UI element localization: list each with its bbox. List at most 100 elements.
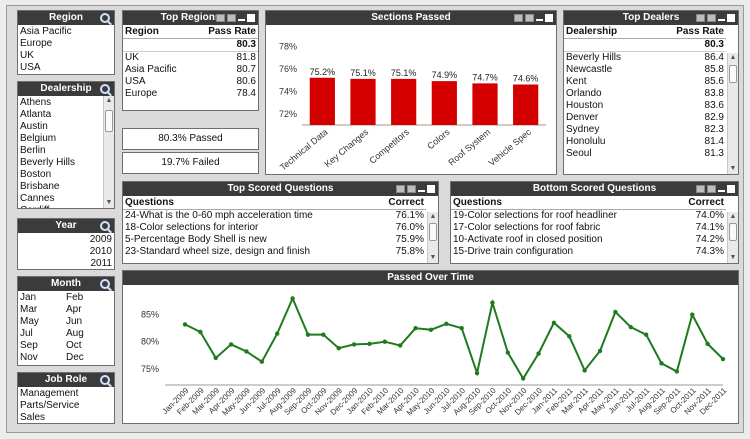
table-row[interactable]: Orlando 83.8: [564, 88, 726, 100]
data-point[interactable]: [536, 351, 541, 356]
list-item-month[interactable]: Oct: [66, 340, 82, 351]
bar[interactable]: [309, 77, 335, 125]
bar[interactable]: [513, 84, 539, 126]
column-header-correct[interactable]: Correct: [673, 196, 726, 210]
data-point[interactable]: [474, 370, 480, 376]
table-row[interactable]: Newcastle 85.8: [564, 64, 726, 76]
data-point[interactable]: [720, 356, 726, 362]
list-item-dealership[interactable]: Austin: [20, 121, 48, 132]
data-point[interactable]: [643, 332, 649, 337]
data-point[interactable]: [659, 361, 664, 366]
print-icon[interactable]: [525, 14, 534, 22]
dealership-scrollbar[interactable]: ▲ ▼: [103, 96, 114, 208]
list-item-year[interactable]: 2009: [89, 234, 112, 245]
bottom-questions-scrollbar[interactable]: ▲ ▼: [727, 212, 738, 263]
export-icon[interactable]: [696, 14, 705, 22]
passed-over-time-line-chart[interactable]: 85%80%75%Jan-2009Feb-2009Mar-2009Apr-200…: [123, 285, 738, 423]
list-item-month[interactable]: Jun: [66, 316, 83, 327]
bar[interactable]: [391, 78, 417, 125]
table-row[interactable]: 23-Standard wheel size, design and finis…: [123, 246, 426, 258]
data-point[interactable]: [705, 341, 710, 347]
print-icon[interactable]: [707, 185, 716, 193]
list-item-year[interactable]: 2010: [89, 246, 112, 257]
search-icon[interactable]: [100, 84, 110, 94]
table-row[interactable]: Beverly Hills 86.4: [564, 52, 726, 65]
table-row[interactable]: 17-Color selections for roof fabric 74.1%: [451, 222, 726, 234]
table-row[interactable]: 19-Color selections for roof headliner 74…: [451, 210, 726, 223]
export-icon[interactable]: [396, 185, 405, 193]
bar[interactable]: [472, 83, 498, 125]
bar[interactable]: [350, 78, 376, 125]
data-point[interactable]: [505, 350, 510, 355]
minimize-icon[interactable]: [718, 186, 725, 192]
data-point[interactable]: [628, 324, 633, 330]
column-header-correct[interactable]: Correct: [374, 196, 426, 210]
scroll-up-icon[interactable]: ▲: [105, 97, 113, 104]
list-item-month[interactable]: Apr: [66, 304, 82, 315]
list-item-month[interactable]: Jan: [20, 292, 37, 303]
list-item-dealership[interactable]: Boston: [20, 169, 52, 180]
data-point[interactable]: [459, 325, 464, 331]
search-icon[interactable]: [100, 375, 110, 385]
table-row[interactable]: Kent 85.6: [564, 76, 726, 88]
data-point[interactable]: [582, 368, 587, 373]
scroll-thumb[interactable]: [729, 223, 737, 241]
table-row[interactable]: 24-What is the 0-60 mph acceleration tim…: [123, 210, 426, 223]
maximize-icon[interactable]: [727, 185, 735, 193]
column-header-region[interactable]: Region: [123, 25, 193, 39]
list-item-month[interactable]: Nov: [20, 352, 38, 363]
scroll-thumb[interactable]: [429, 223, 437, 241]
list-item-job-role[interactable]: Management: [20, 388, 79, 399]
column-header-pass-rate[interactable]: Pass Rate: [192, 25, 258, 39]
list-item-month[interactable]: Feb: [66, 292, 84, 303]
data-point[interactable]: [567, 334, 572, 339]
top-questions-scrollbar[interactable]: ▲ ▼: [427, 212, 438, 263]
bar[interactable]: [431, 81, 457, 125]
data-point[interactable]: [351, 342, 357, 347]
list-item-year[interactable]: 2011: [90, 258, 112, 269]
data-point[interactable]: [213, 355, 218, 361]
table-row[interactable]: Denver 82.9: [564, 112, 726, 124]
minimize-icon[interactable]: [418, 186, 425, 192]
list-item-month[interactable]: Jul: [20, 328, 33, 339]
export-icon[interactable]: [216, 14, 225, 22]
list-item-region[interactable]: UK: [20, 50, 34, 61]
maximize-icon[interactable]: [727, 14, 735, 22]
table-row[interactable]: Sydney 82.3: [564, 124, 726, 136]
data-point[interactable]: [413, 325, 418, 331]
scroll-up-icon[interactable]: ▲: [729, 54, 737, 61]
data-point[interactable]: [597, 348, 603, 354]
maximize-icon[interactable]: [427, 185, 435, 193]
data-point[interactable]: [290, 296, 295, 301]
list-item-dealership[interactable]: Beverly Hills: [20, 157, 76, 168]
table-row[interactable]: Honolulu 81.4: [564, 136, 726, 148]
data-point[interactable]: [182, 322, 188, 327]
column-header-questions[interactable]: Questions: [123, 196, 375, 210]
export-icon[interactable]: [696, 185, 705, 193]
data-point[interactable]: [244, 349, 249, 354]
scroll-down-icon[interactable]: ▼: [729, 254, 737, 261]
export-icon[interactable]: [514, 14, 523, 22]
scroll-thumb[interactable]: [729, 65, 737, 83]
scroll-up-icon[interactable]: ▲: [729, 213, 737, 220]
data-point[interactable]: [367, 341, 372, 347]
data-point[interactable]: [428, 327, 434, 332]
data-point[interactable]: [674, 369, 680, 374]
data-point[interactable]: [198, 329, 203, 335]
data-point[interactable]: [398, 343, 403, 348]
scroll-thumb[interactable]: [105, 110, 113, 132]
data-point[interactable]: [382, 339, 388, 344]
list-item-dealership[interactable]: Belgium: [20, 133, 57, 144]
list-item-job-role[interactable]: Sales: [20, 412, 46, 423]
table-row[interactable]: Seoul 81.3: [564, 148, 726, 160]
print-icon[interactable]: [707, 14, 716, 22]
search-icon[interactable]: [100, 221, 110, 231]
table-row[interactable]: USA 80.6: [123, 76, 258, 88]
data-point[interactable]: [613, 309, 618, 315]
scroll-down-icon[interactable]: ▼: [429, 254, 437, 261]
table-row[interactable]: 5-Percentage Body Shell is new 75.9%: [123, 234, 426, 246]
table-row[interactable]: UK 81.8: [123, 52, 258, 65]
maximize-icon[interactable]: [247, 14, 255, 22]
data-point[interactable]: [259, 359, 265, 364]
list-item-month[interactable]: May: [20, 316, 39, 327]
